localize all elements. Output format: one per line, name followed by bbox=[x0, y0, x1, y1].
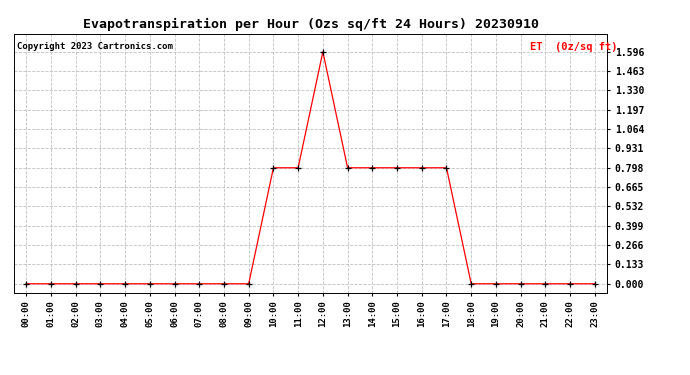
Text: ET  (0z/sq ft): ET (0z/sq ft) bbox=[530, 42, 618, 51]
Text: Copyright 2023 Cartronics.com: Copyright 2023 Cartronics.com bbox=[17, 42, 172, 51]
Title: Evapotranspiration per Hour (Ozs sq/ft 24 Hours) 20230910: Evapotranspiration per Hour (Ozs sq/ft 2… bbox=[83, 18, 538, 31]
